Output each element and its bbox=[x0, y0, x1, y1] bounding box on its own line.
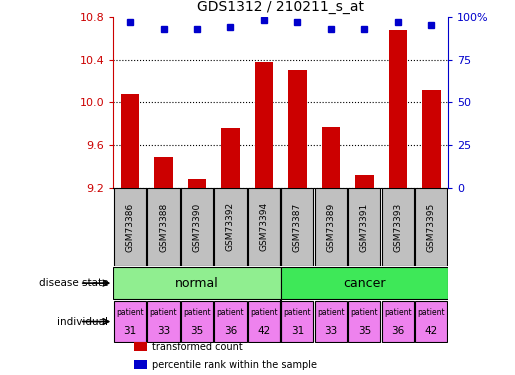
Text: 33: 33 bbox=[324, 326, 337, 336]
Bar bbox=[288, 70, 306, 188]
Bar bbox=[348, 301, 381, 342]
Text: 35: 35 bbox=[191, 326, 203, 336]
Bar bbox=[221, 128, 239, 188]
Bar bbox=[255, 62, 273, 188]
Bar bbox=[281, 267, 448, 299]
Text: patient: patient bbox=[183, 308, 211, 316]
Bar bbox=[248, 301, 280, 342]
Text: 36: 36 bbox=[391, 326, 404, 336]
Text: GSM73392: GSM73392 bbox=[226, 202, 235, 251]
Text: patient: patient bbox=[351, 308, 378, 316]
Bar bbox=[382, 188, 414, 266]
Bar bbox=[121, 94, 139, 188]
Text: 31: 31 bbox=[291, 326, 304, 336]
Bar bbox=[147, 301, 180, 342]
Bar bbox=[315, 301, 347, 342]
Bar bbox=[113, 267, 281, 299]
Bar bbox=[348, 188, 381, 266]
Bar bbox=[114, 301, 146, 342]
Text: GSM73389: GSM73389 bbox=[327, 202, 335, 252]
Text: normal: normal bbox=[175, 277, 219, 290]
Text: patient: patient bbox=[217, 308, 244, 316]
Bar bbox=[114, 188, 146, 266]
Text: patient: patient bbox=[250, 308, 278, 316]
Text: patient: patient bbox=[150, 308, 177, 316]
Bar bbox=[188, 179, 206, 188]
Bar bbox=[248, 188, 280, 266]
Bar bbox=[214, 301, 247, 342]
Text: 31: 31 bbox=[124, 326, 136, 336]
Text: 42: 42 bbox=[425, 326, 438, 336]
Bar bbox=[389, 30, 407, 188]
Bar bbox=[154, 157, 173, 188]
Bar bbox=[181, 301, 213, 342]
Bar bbox=[181, 188, 213, 266]
Bar bbox=[322, 127, 340, 188]
Text: GSM73395: GSM73395 bbox=[427, 202, 436, 252]
Bar bbox=[315, 188, 347, 266]
Text: GSM73394: GSM73394 bbox=[260, 202, 268, 251]
Text: transformed count: transformed count bbox=[152, 342, 243, 352]
Text: disease state: disease state bbox=[39, 278, 108, 288]
Bar bbox=[214, 188, 247, 266]
Bar bbox=[422, 90, 440, 188]
Text: GSM73391: GSM73391 bbox=[360, 202, 369, 252]
Text: GSM73390: GSM73390 bbox=[193, 202, 201, 252]
Text: patient: patient bbox=[284, 308, 311, 316]
Text: cancer: cancer bbox=[343, 277, 386, 290]
Text: 36: 36 bbox=[224, 326, 237, 336]
Text: GSM73387: GSM73387 bbox=[293, 202, 302, 252]
Bar bbox=[415, 188, 448, 266]
Bar bbox=[281, 301, 314, 342]
Text: GSM73393: GSM73393 bbox=[393, 202, 402, 252]
Text: 35: 35 bbox=[358, 326, 371, 336]
Text: GSM73388: GSM73388 bbox=[159, 202, 168, 252]
Text: patient: patient bbox=[418, 308, 445, 316]
Bar bbox=[415, 301, 448, 342]
Text: GSM73386: GSM73386 bbox=[126, 202, 134, 252]
Text: 33: 33 bbox=[157, 326, 170, 336]
Text: patient: patient bbox=[384, 308, 411, 316]
Text: percentile rank within the sample: percentile rank within the sample bbox=[152, 360, 317, 370]
Text: individual: individual bbox=[57, 316, 108, 327]
Bar bbox=[382, 301, 414, 342]
Bar bbox=[147, 188, 180, 266]
Text: 42: 42 bbox=[258, 326, 270, 336]
Title: GDS1312 / 210211_s_at: GDS1312 / 210211_s_at bbox=[197, 0, 364, 15]
Bar bbox=[355, 175, 373, 188]
Bar bbox=[281, 188, 314, 266]
Text: patient: patient bbox=[116, 308, 144, 316]
Text: patient: patient bbox=[317, 308, 345, 316]
